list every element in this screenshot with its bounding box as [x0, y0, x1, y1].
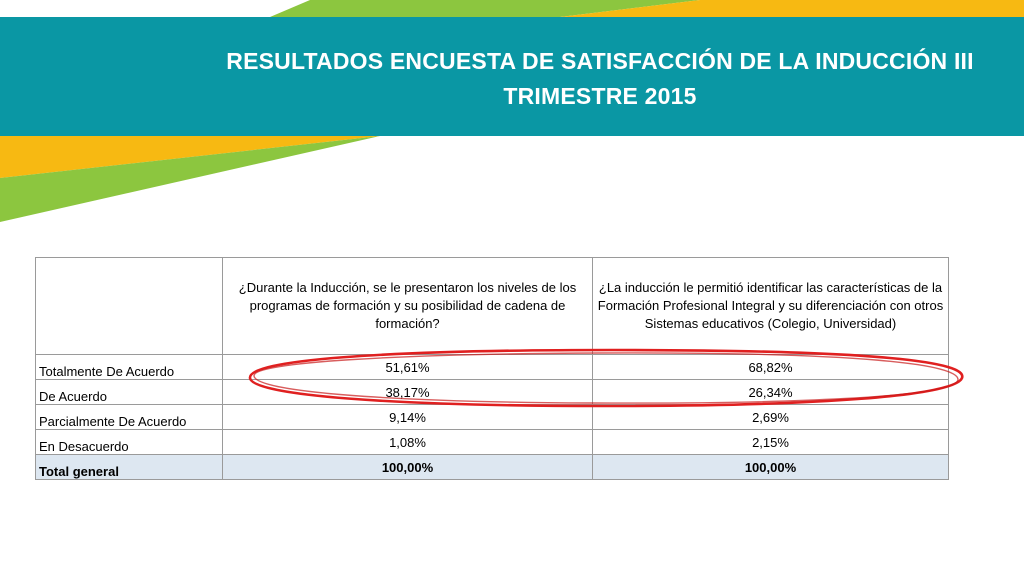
cell-q2: 2,15%	[592, 429, 949, 455]
top-yellow-stripe	[560, 0, 1024, 17]
total-label: Total general	[35, 454, 223, 480]
row-label: De Acuerdo	[35, 379, 223, 405]
title-banner	[0, 17, 1024, 136]
row-label: En Desacuerdo	[35, 429, 223, 455]
cell-q2: 26,34%	[592, 379, 949, 405]
table-row: Totalmente De Acuerdo 51,61% 68,82%	[35, 354, 949, 380]
table-row: De Acuerdo 38,17% 26,34%	[35, 379, 949, 405]
cell-q1: 51,61%	[222, 354, 593, 380]
table-header-row: ¿Durante la Inducción, se le presentaron…	[35, 257, 949, 355]
table-row: En Desacuerdo 1,08% 2,15%	[35, 429, 949, 455]
cell-q1: 38,17%	[222, 379, 593, 405]
column-header-q2: ¿La inducción le permitió identificar la…	[592, 257, 949, 355]
table-corner-cell	[35, 257, 223, 355]
total-q2: 100,00%	[592, 454, 949, 480]
cell-q2: 68,82%	[592, 354, 949, 380]
column-header-q1: ¿Durante la Inducción, se le presentaron…	[222, 257, 593, 355]
cell-q2: 2,69%	[592, 404, 949, 430]
cell-q1: 1,08%	[222, 429, 593, 455]
results-table: ¿Durante la Inducción, se le presentaron…	[35, 257, 949, 480]
total-q1: 100,00%	[222, 454, 593, 480]
cell-q1: 9,14%	[222, 404, 593, 430]
row-label: Parcialmente De Acuerdo	[35, 404, 223, 430]
bottom-green-stripe	[0, 136, 380, 222]
slide-title: RESULTADOS ENCUESTA DE SATISFACCIÓN DE L…	[226, 48, 974, 109]
top-green-stripe	[270, 0, 700, 17]
row-label: Totalmente De Acuerdo	[35, 354, 223, 380]
table-row: Parcialmente De Acuerdo 9,14% 2,69%	[35, 404, 949, 430]
total-row: Total general 100,00% 100,00%	[35, 454, 949, 480]
